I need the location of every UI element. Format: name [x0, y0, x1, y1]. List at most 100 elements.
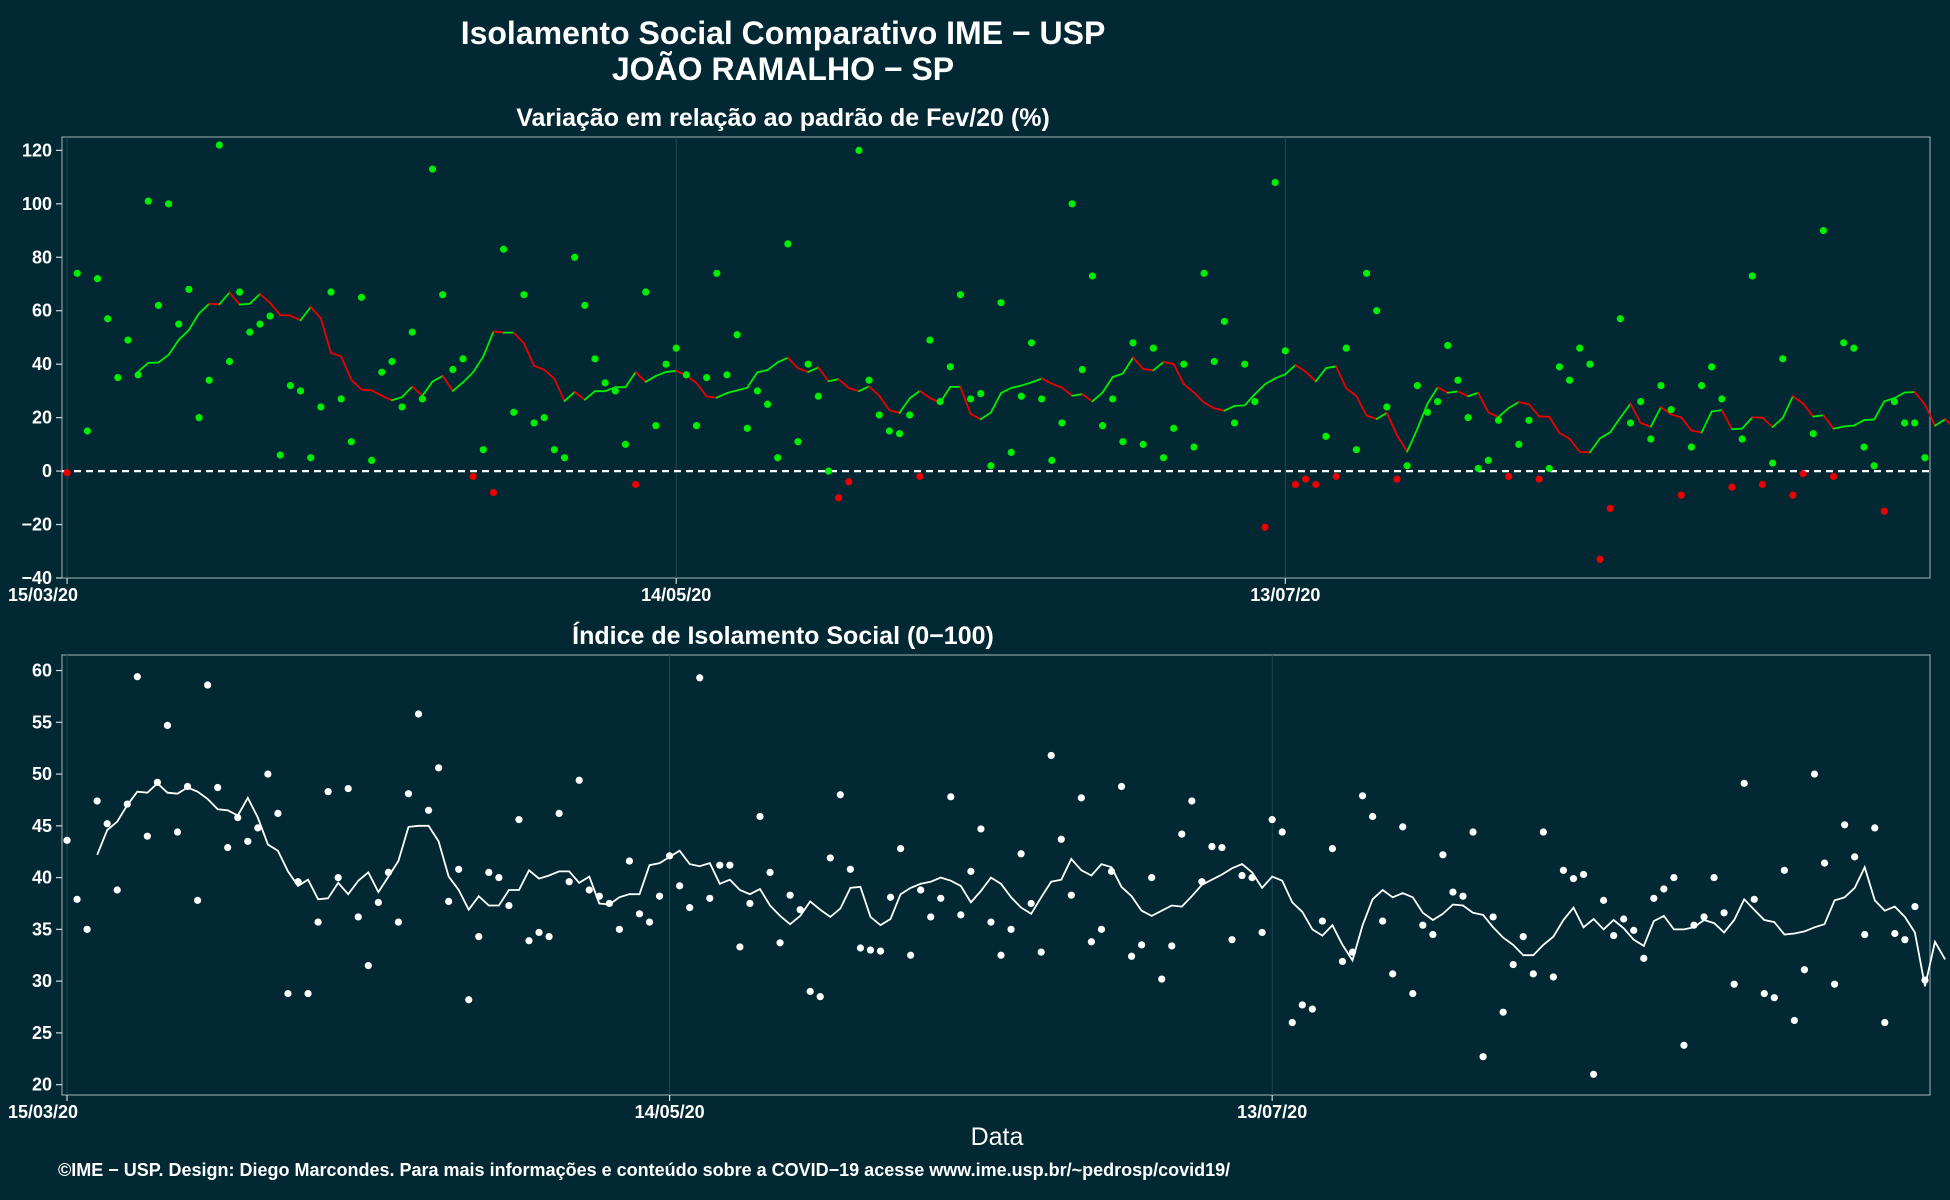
- index-daily-point: [666, 852, 674, 860]
- index-daily-point: [113, 886, 121, 894]
- rolling-mean-segment: [1578, 450, 1591, 454]
- index-daily-point: [354, 913, 362, 921]
- rolling-mean-segment: [482, 330, 495, 358]
- rolling-mean-segment: [1111, 372, 1124, 378]
- rolling-mean-segment: [1284, 364, 1297, 376]
- daily-point: [1921, 454, 1929, 462]
- caption: ©IME − USP. Design: Diego Marcondes. Par…: [58, 1160, 1230, 1180]
- rolling-mean-segment: [1142, 368, 1155, 372]
- daily-point: [1708, 363, 1716, 371]
- index-daily-point: [917, 886, 925, 894]
- rolling-mean-segment: [1213, 407, 1226, 412]
- daily-point: [662, 360, 670, 368]
- index-daily-point: [465, 996, 473, 1004]
- panel2-ytick-label: 45: [32, 816, 52, 836]
- rolling-mean-segment: [1903, 391, 1916, 394]
- rolling-mean-segment: [177, 329, 190, 341]
- index-daily-point: [163, 721, 172, 730]
- index-daily-point: [1750, 895, 1758, 903]
- daily-point: [1200, 269, 1208, 277]
- index-daily-point: [1409, 989, 1417, 998]
- rolling-mean-segment: [1457, 390, 1469, 398]
- index-daily-point: [304, 989, 312, 998]
- index-daily-point: [1369, 812, 1377, 821]
- index-daily-point: [947, 793, 955, 801]
- rolling-mean-segment: [786, 356, 799, 370]
- rolling-mean-segment: [421, 380, 434, 397]
- index-daily-point: [414, 710, 423, 718]
- panel2-xtick-label: 14/05/20: [635, 1102, 705, 1122]
- daily-point: [1687, 443, 1696, 451]
- index-daily-point: [1670, 873, 1678, 882]
- daily-point: [398, 403, 406, 411]
- panel1-ytick-label: 80: [32, 247, 52, 267]
- daily-point: [763, 400, 772, 408]
- daily-point: [1677, 491, 1685, 499]
- index-daily-point: [93, 797, 101, 805]
- index-daily-point: [625, 857, 634, 865]
- daily-point: [936, 398, 944, 406]
- daily-point: [1119, 438, 1127, 446]
- rolling-mean-segment: [1406, 428, 1419, 453]
- daily-point: [1911, 419, 1919, 427]
- index-daily-point: [1881, 1018, 1889, 1027]
- daily-point: [1393, 475, 1401, 483]
- rolling-mean-segment: [858, 385, 870, 393]
- daily-point: [865, 376, 873, 384]
- panel2-ytick-label: 35: [32, 919, 52, 939]
- rolling-mean-segment: [665, 369, 678, 373]
- panel1-xtick-label: 13/07/20: [1250, 585, 1320, 605]
- rolling-mean-segment: [1223, 404, 1236, 412]
- daily-point: [743, 424, 751, 432]
- rolling-mean-segment: [1568, 437, 1581, 453]
- daily-point: [1769, 459, 1777, 467]
- daily-point: [1637, 398, 1645, 406]
- rolling-mean-segment: [868, 385, 881, 397]
- rolling-mean-segment: [248, 292, 261, 305]
- daily-point: [631, 480, 640, 489]
- index-daily-point: [1529, 970, 1537, 978]
- rolling-mean-segment: [1599, 431, 1612, 440]
- rolling-mean-segment: [1416, 402, 1429, 431]
- daily-point: [236, 288, 244, 296]
- index-daily-point: [1680, 1041, 1688, 1049]
- rolling-mean-segment: [888, 409, 901, 414]
- rolling-mean-segment: [1802, 402, 1815, 418]
- panel2-ytick-label: 60: [32, 661, 52, 681]
- panel1-xtick-label: 14/05/20: [641, 585, 711, 605]
- daily-point: [1626, 419, 1635, 427]
- rolling-mean-segment: [1893, 391, 1906, 400]
- index-daily-point: [756, 812, 764, 821]
- index-daily-point: [1148, 873, 1156, 882]
- index-daily-point: [1851, 853, 1859, 861]
- daily-point: [1149, 344, 1157, 352]
- rolling-mean-segment: [705, 395, 718, 399]
- index-daily-point: [1348, 948, 1357, 956]
- index-daily-point: [1710, 873, 1718, 882]
- rolling-mean-segment: [1446, 390, 1459, 394]
- index-daily-point: [83, 925, 91, 933]
- index-daily-point: [686, 904, 694, 912]
- index-daily-point: [1399, 823, 1407, 831]
- rolling-mean-segment: [644, 375, 657, 383]
- index-daily-point: [1218, 843, 1226, 852]
- rolling-mean-segment: [533, 364, 546, 371]
- index-daily-point: [1720, 909, 1728, 917]
- index-daily-point: [1690, 921, 1698, 929]
- rolling-mean-segment: [695, 381, 708, 398]
- index-daily-point: [143, 832, 151, 840]
- panel1-ytick-label: 100: [22, 194, 52, 214]
- rolling-mean-segment: [1660, 406, 1673, 416]
- daily-point: [1880, 507, 1888, 515]
- daily-point: [1180, 360, 1188, 368]
- rolling-mean-segment: [990, 392, 1002, 414]
- index-daily-point: [776, 939, 784, 947]
- daily-point: [845, 478, 853, 486]
- daily-point: [530, 419, 538, 427]
- daily-point: [1738, 435, 1746, 443]
- rolling-mean-segment: [1396, 434, 1409, 453]
- rolling-mean-segment: [1467, 391, 1480, 398]
- index-daily-point: [1830, 980, 1839, 988]
- panel2-ytick-label: 50: [32, 764, 52, 784]
- daily-point: [1434, 398, 1442, 406]
